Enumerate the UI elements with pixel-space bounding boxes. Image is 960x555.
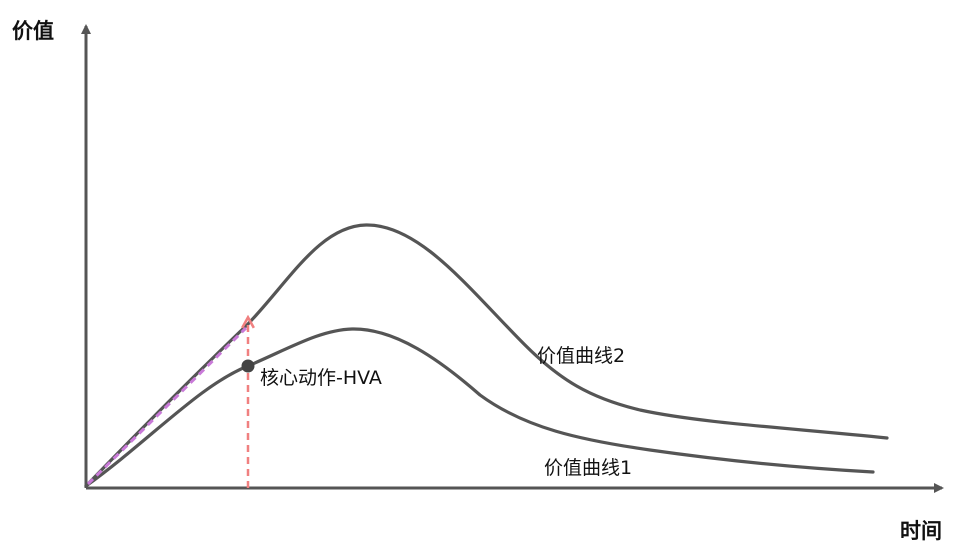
x-axis-label: 时间: [900, 519, 942, 543]
value-curve-2: [84, 223, 889, 488]
curve-2-label: 价值曲线2: [537, 345, 625, 367]
hva-growth-dashed-line: [86, 326, 248, 486]
value-curve-1: [84, 327, 875, 488]
hva-point-label: 核心动作-HVA: [260, 367, 382, 389]
curve-1-label: 价值曲线1: [544, 457, 632, 479]
hva-point-marker: [241, 359, 255, 373]
y-axis-label: 价值: [12, 19, 54, 43]
